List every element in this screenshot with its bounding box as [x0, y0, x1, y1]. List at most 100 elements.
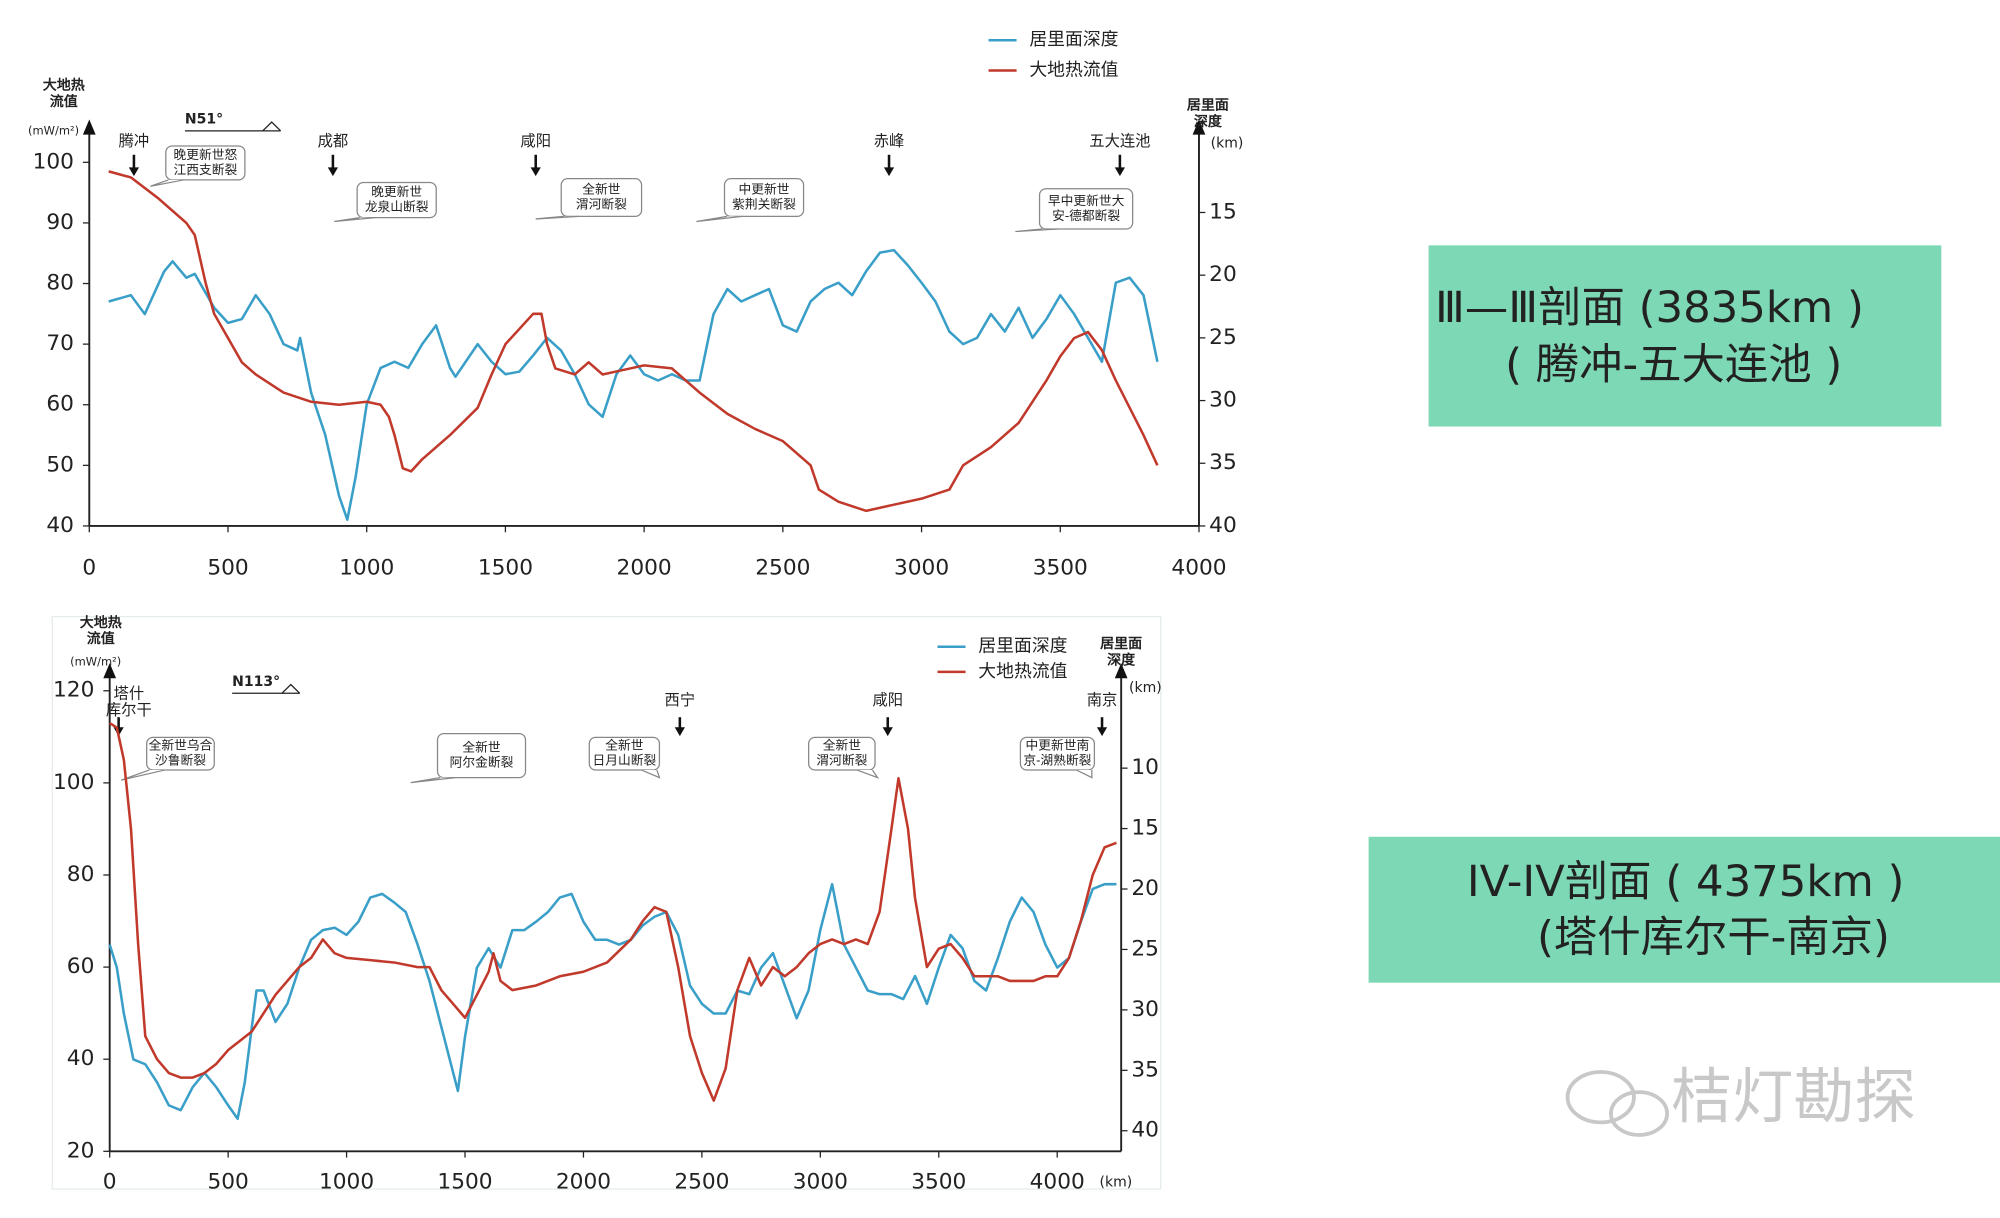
fault-label: 中更新世 [739, 182, 790, 197]
x-tick-label: 1000 [339, 556, 394, 581]
y2-tick-label: 10 [1131, 755, 1159, 780]
fault-pointer [150, 179, 184, 187]
city-label: 赤峰 [874, 132, 905, 150]
axis-arrow [103, 663, 117, 679]
chart-frame [51, 615, 1162, 1190]
fault-pointer [1076, 769, 1093, 779]
y-tick-label: 120 [53, 678, 94, 703]
fault-label: 晚更新世 [371, 184, 422, 199]
panel-text: IV-IV剖面 ( 4375km ) [1467, 857, 1905, 907]
fault-bubble [808, 736, 876, 771]
fault-label: 早中更新世大 [1048, 193, 1125, 208]
series-line [108, 882, 1117, 1120]
x-axis-unit: (km) [1099, 1175, 1132, 1191]
y2-tick-label: 25 [1209, 325, 1237, 350]
fault-label: 渭河断裂 [576, 197, 627, 212]
y2-tick-label: 35 [1209, 450, 1237, 475]
x-tick-label: 2000 [556, 1170, 611, 1195]
city-label: 咸阳 [872, 691, 903, 709]
y-tick-label: 20 [67, 1138, 95, 1163]
y2-tick-label: 40 [1131, 1118, 1159, 1143]
city-arrow-head [883, 167, 895, 177]
x-tick-label: 3500 [1033, 556, 1088, 581]
fault-label: 全新世 [605, 738, 644, 753]
fault-pointer [696, 215, 743, 223]
city-arrow-head [674, 727, 685, 737]
city-label: 成都 [318, 132, 349, 150]
y-axis-title: 流值 [50, 93, 78, 110]
axis-arrow [82, 119, 96, 135]
legend-label: 大地热流值 [1029, 60, 1118, 81]
series-line [108, 248, 1159, 521]
fault-label: 安-德都断裂 [1052, 208, 1120, 223]
axis-arrow [1192, 119, 1206, 135]
watermark: 桔灯勘探 [1671, 1063, 1916, 1133]
y2-tick-label: 15 [1131, 816, 1159, 841]
city-arrow-head [1114, 167, 1125, 177]
fault-label: 阿尔金断裂 [450, 755, 514, 770]
direction-mark [262, 121, 282, 132]
y-axis-title: 流值 [87, 630, 115, 647]
x-tick-label: 3000 [894, 556, 949, 581]
direction: N113° [232, 674, 280, 690]
fault-label: 紫荆关断裂 [732, 197, 796, 212]
city-arrow-head [128, 167, 140, 177]
axis-arrow [1114, 663, 1128, 679]
city-arrow-head [327, 167, 339, 177]
y-tick-label: 70 [46, 331, 74, 356]
city-label: 南京 [1087, 691, 1118, 709]
fault-label: 日月山断裂 [593, 753, 657, 768]
y-tick-label: 40 [67, 1046, 95, 1071]
y-tick-label: 60 [67, 954, 95, 979]
x-tick-label: 4000 [1030, 1170, 1085, 1195]
x-tick-label: 3500 [911, 1170, 966, 1195]
legend-label: 居里面深度 [978, 636, 1067, 657]
panel-text: (塔什库尔干-南京) [1537, 913, 1890, 963]
x-tick-label: 4000 [1171, 556, 1226, 581]
legend-label: 大地热流值 [978, 661, 1067, 682]
direction-mark [281, 683, 301, 694]
fault-label: 沙鲁断裂 [155, 753, 206, 768]
y2-tick-label: 20 [1131, 876, 1159, 901]
x-tick-label: 1000 [319, 1170, 374, 1195]
y2-axis-title: 居里面 [1187, 98, 1229, 114]
x-tick-label: 2500 [674, 1170, 729, 1195]
x-tick-label: 2000 [617, 556, 672, 581]
y2-tick-label: 30 [1131, 997, 1159, 1022]
city-label: 库尔干 [106, 701, 152, 719]
y2-tick-label: 30 [1209, 388, 1237, 413]
y2-tick-label: 40 [1209, 513, 1237, 538]
fault-label: 全新世乌合 [149, 738, 213, 753]
y-axis-unit: (mW/m²) [28, 123, 79, 137]
fault-bubble [356, 181, 437, 219]
fault-label: 渭河断裂 [816, 753, 867, 768]
x-tick-label: 2500 [755, 556, 810, 581]
x-tick-label: 3000 [793, 1170, 848, 1195]
city-arrow-head [1096, 727, 1108, 737]
city-label: 五大连池 [1089, 132, 1150, 150]
y-tick-label: 80 [46, 271, 74, 296]
watermark-icon [1565, 1070, 1670, 1137]
fault-label: 全新世 [823, 738, 862, 753]
y-tick-label: 40 [46, 513, 74, 538]
y2-axis-title: 深度 [1194, 113, 1222, 130]
y2-axis-unit: (km) [1129, 680, 1162, 696]
city-label: 塔什 [114, 685, 145, 703]
panel-box [1428, 245, 1942, 427]
fault-pointer [1015, 228, 1058, 233]
y2-tick-label: 35 [1131, 1057, 1159, 1082]
fault-pointer [856, 769, 880, 779]
legend-label: 居里面深度 [1029, 29, 1118, 50]
y2-axis-unit: (km) [1211, 135, 1244, 151]
y-tick-label: 60 [46, 392, 74, 417]
y-axis-unit: (mW/m²) [70, 654, 121, 668]
fault-pointer [641, 769, 661, 779]
fault-bubble [1038, 188, 1134, 230]
fault-pointer [535, 215, 580, 220]
series-line [108, 721, 1117, 1102]
y-tick-label: 100 [33, 149, 74, 174]
city-label: 腾冲 [119, 132, 150, 150]
fault-label: 京-湖熟断裂 [1023, 753, 1091, 768]
x-tick-label: 0 [82, 556, 96, 581]
